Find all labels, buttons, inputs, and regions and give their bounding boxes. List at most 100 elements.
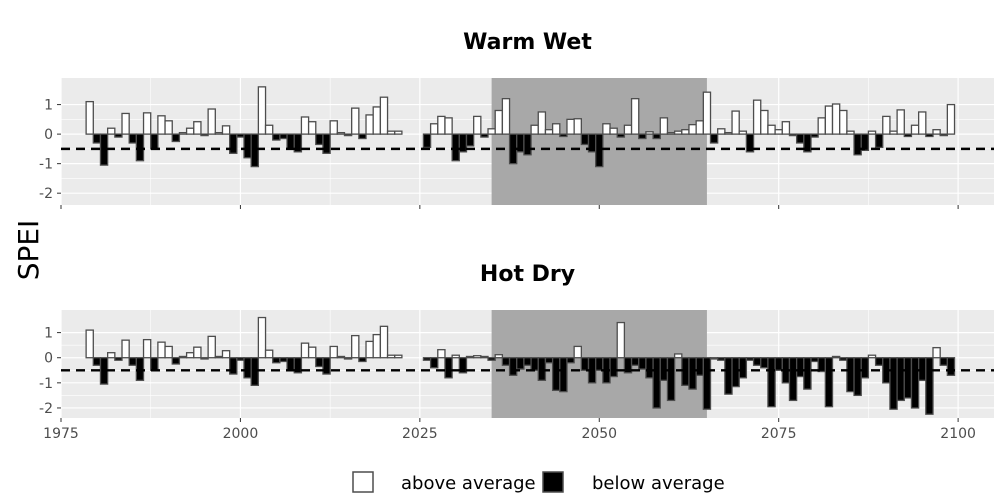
- bar-2007: [286, 133, 295, 150]
- bar-2068: [724, 131, 733, 135]
- bar-2054: [623, 124, 633, 135]
- bar-2093: [903, 133, 913, 138]
- bar-2062: [681, 129, 690, 135]
- bar-2080: [810, 357, 819, 363]
- bar-2041: [530, 357, 539, 371]
- y-tick-label: 0: [44, 351, 53, 367]
- bar-2060: [666, 357, 676, 402]
- x-tick-label: 1975: [43, 426, 79, 442]
- bar-2056: [638, 357, 647, 370]
- bar-1987: [142, 338, 152, 359]
- bar-2047: [573, 118, 582, 135]
- bar-2005: [272, 133, 281, 141]
- bar-2007: [286, 357, 295, 371]
- bar-1994: [193, 346, 202, 359]
- bar-2032: [465, 133, 475, 147]
- bar-2086: [853, 357, 862, 397]
- bar-2099: [946, 103, 956, 135]
- bar-2022: [394, 130, 403, 135]
- bar-2072: [752, 99, 762, 135]
- bar-2044: [551, 123, 561, 135]
- bar-2084: [839, 109, 848, 135]
- bar-2010: [307, 346, 317, 359]
- bar-2022: [394, 354, 403, 359]
- bar-2097: [932, 129, 941, 135]
- bar-2053: [616, 133, 626, 138]
- bar-2094: [910, 124, 920, 135]
- bar-2035: [487, 128, 496, 135]
- legend-label: below average: [592, 473, 725, 494]
- bar-2010: [307, 121, 317, 135]
- bar-2027: [429, 357, 439, 369]
- bar-2031: [458, 133, 468, 153]
- bar-1996: [207, 108, 216, 135]
- bar-2091: [889, 357, 898, 410]
- bar-2075: [774, 129, 783, 135]
- bar-2004: [264, 349, 274, 359]
- bar-2059: [659, 357, 669, 381]
- bar-2036: [494, 109, 504, 135]
- x-tick-label: 2000: [223, 426, 259, 442]
- bar-2030: [451, 133, 460, 162]
- bar-2004: [264, 124, 274, 135]
- bar-2016: [351, 107, 360, 135]
- bar-2019: [372, 106, 382, 135]
- bar-1999: [229, 357, 238, 375]
- bar-1989: [157, 115, 166, 135]
- bar-2057: [645, 357, 654, 379]
- bar-2063: [688, 124, 697, 135]
- y-tick-label: 0: [44, 127, 53, 143]
- bar-2033: [473, 115, 482, 135]
- bar-2099: [946, 357, 956, 376]
- bar-2003: [257, 86, 267, 135]
- bar-2082: [824, 357, 834, 408]
- legend-label: above average: [401, 473, 536, 494]
- bar-2002: [250, 357, 260, 386]
- bar-2003: [257, 316, 267, 359]
- bar-1980: [92, 133, 102, 144]
- bar-1996: [207, 335, 216, 359]
- bar-2090: [882, 115, 891, 135]
- bar-2098: [939, 357, 949, 366]
- bar-2034: [480, 355, 489, 359]
- bar-1985: [128, 133, 138, 144]
- bar-1990: [164, 345, 173, 359]
- bar-2029: [444, 357, 453, 379]
- bar-2089: [874, 133, 884, 149]
- bar-1998: [221, 350, 231, 359]
- bar-2013: [329, 120, 338, 135]
- bar-2037: [501, 98, 511, 135]
- bar-2032: [465, 355, 475, 359]
- bar-2058: [652, 133, 661, 140]
- bar-2005: [272, 357, 281, 364]
- bar-2095: [917, 111, 927, 135]
- bar-2085: [846, 357, 855, 393]
- bar-2062: [681, 357, 690, 386]
- bar-2088: [867, 130, 877, 135]
- bar-2074: [767, 357, 776, 408]
- bar-2083: [831, 103, 841, 135]
- bar-1988: [150, 357, 159, 371]
- bar-2061: [673, 130, 683, 135]
- bar-2071: [745, 133, 755, 153]
- bar-2026: [422, 357, 432, 361]
- bar-2087: [860, 133, 870, 152]
- bar-1999: [229, 133, 238, 154]
- bar-2079: [803, 357, 812, 390]
- bar-2083: [831, 355, 841, 359]
- bar-2082: [824, 105, 834, 135]
- bar-1979: [85, 329, 94, 359]
- bar-1995: [200, 133, 209, 137]
- bar-2075: [774, 357, 783, 371]
- bar-2097: [932, 347, 941, 359]
- bar-2085: [846, 130, 855, 135]
- bar-2037: [501, 357, 511, 366]
- bar-2012: [322, 133, 331, 154]
- bar-2056: [638, 133, 647, 140]
- y-tick-label: 1: [44, 326, 53, 342]
- bar-2078: [795, 133, 805, 144]
- bar-2021: [386, 354, 396, 359]
- bar-2039: [516, 357, 525, 370]
- bar-2034: [480, 133, 489, 138]
